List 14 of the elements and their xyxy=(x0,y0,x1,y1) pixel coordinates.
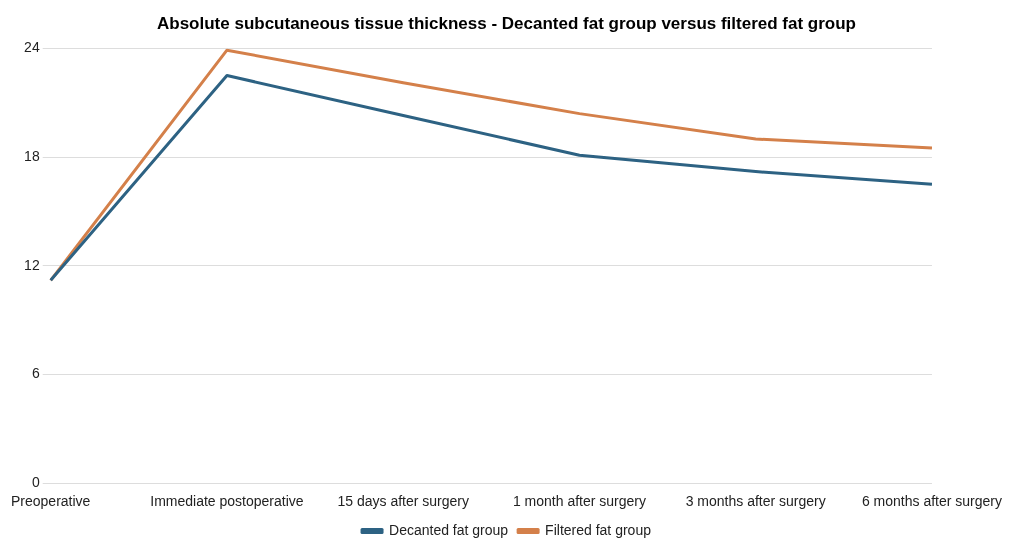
y-tick-label: 12 xyxy=(24,256,40,273)
x-tick-label: Immediate postoperative xyxy=(150,493,304,510)
x-tick-label: 6 months after surgery xyxy=(861,493,1002,510)
y-tick-label: 6 xyxy=(31,365,40,382)
legend-label: Decanted fat group xyxy=(389,521,509,538)
x-tick-label: 3 months after surgery xyxy=(685,493,826,510)
y-tick-label: 18 xyxy=(24,147,40,164)
x-tick-label: Preoperative xyxy=(10,493,91,510)
x-tick-label: 15 days after surgery xyxy=(337,493,469,510)
chart-title: Absolute subcutaneous tissue thickness - Decanted fat group versus filtered fat group xyxy=(156,13,857,33)
y-tick-label: 24 xyxy=(24,39,40,56)
legend-label: Filtered fat group xyxy=(545,521,652,538)
x-tick-label: 1 month after surgery xyxy=(512,493,646,510)
y-tick-label: 0 xyxy=(31,474,40,491)
